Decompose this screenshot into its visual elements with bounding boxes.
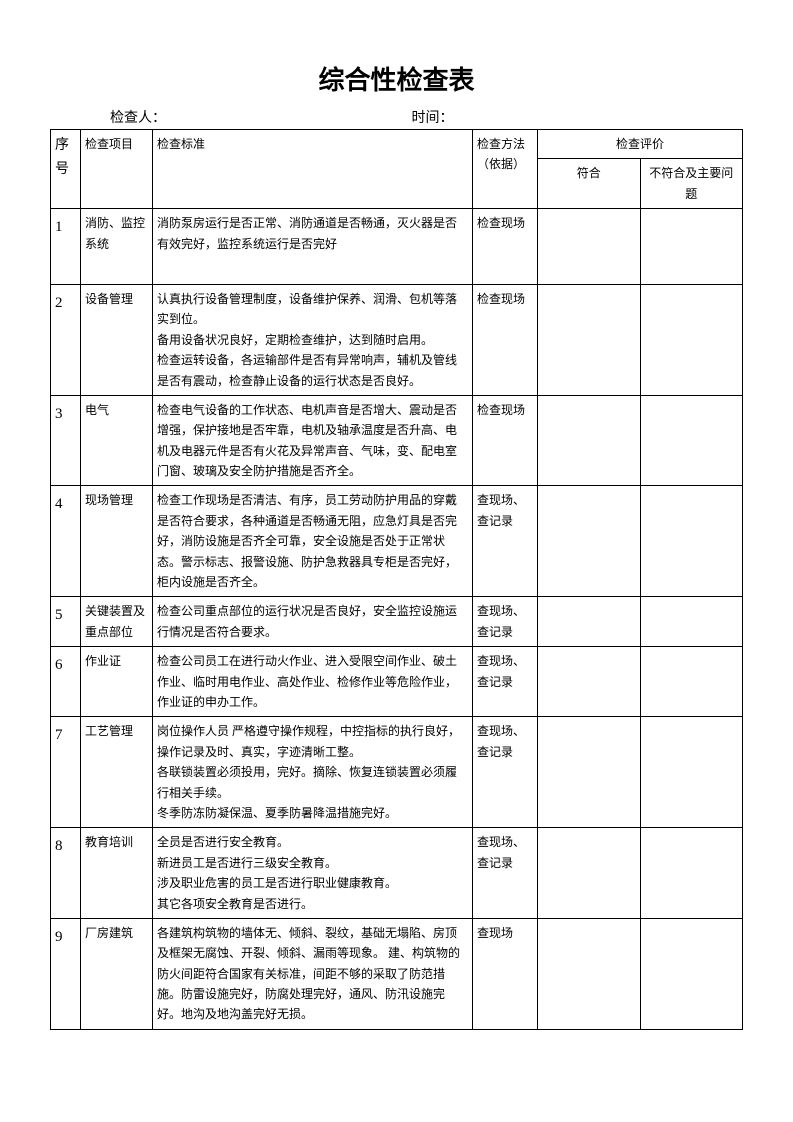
cell-issue (640, 486, 743, 597)
time-label: 时间： (412, 111, 454, 126)
inspector-field: 检查人： (110, 107, 382, 127)
cell-issue (640, 395, 743, 486)
cell-conform (538, 918, 641, 1029)
cell-num: 2 (51, 284, 81, 395)
cell-issue (640, 284, 743, 395)
table-row: 8 教育培训 全员是否进行安全教育。新进员工是否进行三级安全教育。涉及职业危害的… (51, 828, 743, 919)
col-header-conform: 符合 (538, 159, 641, 209)
col-header-eval: 检查评价 (538, 130, 743, 159)
cell-standard: 检查工作现场是否清洁、有序，员工劳动防护用品的穿戴是否符合要求，各种通道是否畅通… (153, 486, 473, 597)
table-row: 1 消防、监控系统 消防泵房运行是否正常、消防通道是否畅通，灭火器是否有效完好，… (51, 209, 743, 285)
col-header-item: 检查项目 (81, 130, 153, 209)
table-row: 4 现场管理 检查工作现场是否清洁、有序，员工劳动防护用品的穿戴是否符合要求，各… (51, 486, 743, 597)
cell-method: 查现场、查记录 (473, 828, 538, 919)
cell-item: 关键装置及重点部位 (81, 597, 153, 647)
cell-num: 8 (51, 828, 81, 919)
cell-num: 4 (51, 486, 81, 597)
cell-item: 作业证 (81, 647, 153, 717)
cell-item: 工艺管理 (81, 717, 153, 828)
cell-item: 厂房建筑 (81, 918, 153, 1029)
cell-item: 消防、监控系统 (81, 209, 153, 285)
cell-num: 1 (51, 209, 81, 285)
cell-standard: 岗位操作人员 严格遵守操作规程，中控指标的执行良好，操作记录及时、真实，字迹清晰… (153, 717, 473, 828)
inspection-table: 序号 检查项目 检查标准 检查方法（依据） 检查评价 符合 不符合及主要问题 1… (50, 129, 743, 1030)
cell-standard: 检查电气设备的工作状态、电机声音是否增大、震动是否增强，保护接地是否牢靠，电机及… (153, 395, 473, 486)
col-header-num: 序号 (51, 130, 81, 209)
cell-standard: 消防泵房运行是否正常、消防通道是否畅通，灭火器是否有效完好，监控系统运行是否完好 (153, 209, 473, 285)
table-row: 3 电气 检查电气设备的工作状态、电机声音是否增大、震动是否增强，保护接地是否牢… (51, 395, 743, 486)
cell-num: 5 (51, 597, 81, 647)
cell-conform (538, 209, 641, 285)
table-row: 5 关键装置及重点部位 检查公司重点部位的运行状况是否良好，安全监控设施运行情况… (51, 597, 743, 647)
cell-conform (538, 717, 641, 828)
cell-issue (640, 597, 743, 647)
header-line: 检查人： 时间： (50, 107, 743, 127)
cell-method: 检查现场 (473, 209, 538, 285)
cell-issue (640, 647, 743, 717)
cell-conform (538, 395, 641, 486)
cell-item: 现场管理 (81, 486, 153, 597)
cell-num: 7 (51, 717, 81, 828)
cell-standard: 各建筑构筑物的墙体无、倾斜、裂纹，基础无塌陷、房顶及框架无腐蚀、开裂、倾斜、漏雨… (153, 918, 473, 1029)
cell-item: 教育培训 (81, 828, 153, 919)
cell-conform (538, 486, 641, 597)
cell-method: 查现场、查记录 (473, 647, 538, 717)
cell-method: 检查现场 (473, 284, 538, 395)
cell-standard: 检查公司重点部位的运行状况是否良好，安全监控设施运行情况是否符合要求。 (153, 597, 473, 647)
cell-conform (538, 597, 641, 647)
table-row: 9 厂房建筑 各建筑构筑物的墙体无、倾斜、裂纹，基础无塌陷、房顶及框架无腐蚀、开… (51, 918, 743, 1029)
cell-method: 查现场、查记录 (473, 486, 538, 597)
cell-issue (640, 717, 743, 828)
cell-method: 查现场、查记录 (473, 597, 538, 647)
col-header-method: 检查方法（依据） (473, 130, 538, 209)
cell-item: 电气 (81, 395, 153, 486)
page-title: 综合性检查表 (50, 60, 743, 97)
cell-num: 6 (51, 647, 81, 717)
cell-num: 3 (51, 395, 81, 486)
cell-method: 检查现场 (473, 395, 538, 486)
col-header-issue: 不符合及主要问题 (640, 159, 743, 209)
inspector-label: 检查人： (110, 111, 166, 126)
table-row: 2 设备管理 认真执行设备管理制度，设备维护保养、润滑、包机等落实到位。备用设备… (51, 284, 743, 395)
cell-conform (538, 828, 641, 919)
time-field: 时间： (382, 107, 684, 127)
col-header-standard: 检查标准 (153, 130, 473, 209)
cell-issue (640, 828, 743, 919)
cell-standard: 全员是否进行安全教育。新进员工是否进行三级安全教育。涉及职业危害的员工是否进行职… (153, 828, 473, 919)
cell-standard: 认真执行设备管理制度，设备维护保养、润滑、包机等落实到位。备用设备状况良好，定期… (153, 284, 473, 395)
cell-num: 9 (51, 918, 81, 1029)
cell-conform (538, 284, 641, 395)
table-header-row-1: 序号 检查项目 检查标准 检查方法（依据） 检查评价 (51, 130, 743, 159)
cell-issue (640, 918, 743, 1029)
cell-issue (640, 209, 743, 285)
cell-standard: 检查公司员工在进行动火作业、进入受限空间作业、破土作业、临时用电作业、高处作业、… (153, 647, 473, 717)
cell-method: 查现场 (473, 918, 538, 1029)
cell-item: 设备管理 (81, 284, 153, 395)
table-row: 7 工艺管理 岗位操作人员 严格遵守操作规程，中控指标的执行良好，操作记录及时、… (51, 717, 743, 828)
cell-conform (538, 647, 641, 717)
cell-method: 查现场、查记录 (473, 717, 538, 828)
table-row: 6 作业证 检查公司员工在进行动火作业、进入受限空间作业、破土作业、临时用电作业… (51, 647, 743, 717)
